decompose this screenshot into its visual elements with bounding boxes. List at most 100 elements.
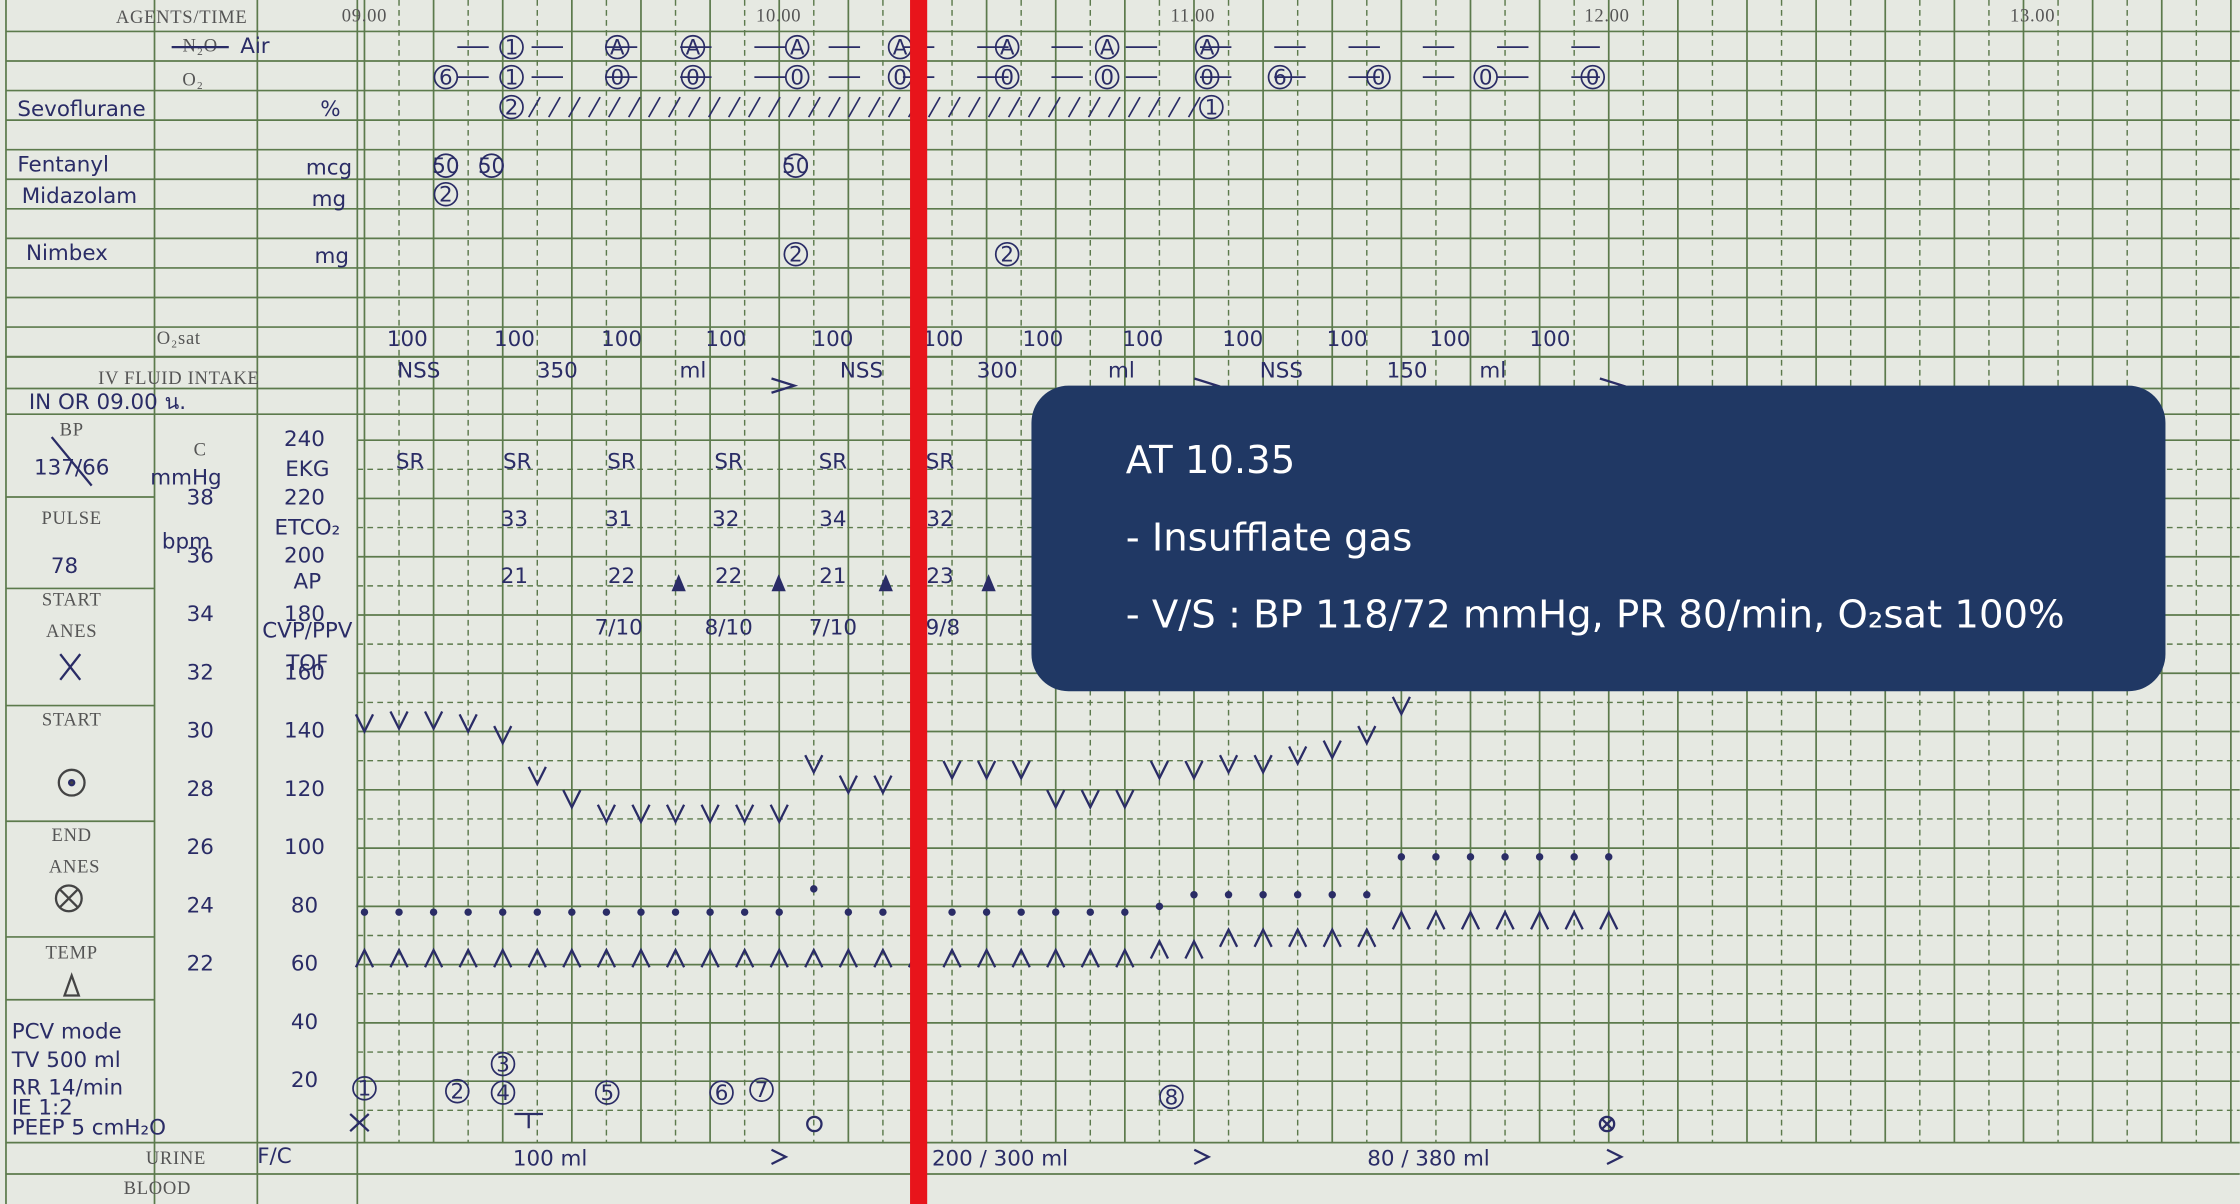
agent-entry: 1 [505, 66, 519, 91]
pulse-mark [1501, 853, 1508, 860]
agent-label: mg [312, 187, 346, 212]
bp-scale-label: 40 [291, 1010, 318, 1035]
o2sat-value: 100 [387, 327, 428, 352]
pulse-mark [1536, 853, 1543, 860]
ap-entry: 23 [926, 564, 953, 589]
pulse-mark [879, 908, 886, 915]
temp-scale-label: 32 [187, 660, 214, 685]
agent-entry: 1 [1205, 96, 1219, 121]
etco2-entry: 34 [819, 507, 846, 532]
monitor-label: AP [294, 570, 322, 595]
agent-entry: 2 [505, 96, 519, 121]
agent-entry: 50 [432, 154, 459, 179]
o2sat-value: 100 [494, 327, 535, 352]
pulse-mark [534, 908, 541, 915]
iv-entry: 150 [1387, 358, 1428, 383]
pulse-mark [810, 885, 817, 892]
pulse-mark [672, 908, 679, 915]
pulse-mark [776, 908, 783, 915]
pulse-mark [845, 908, 852, 915]
ekg-entry: SR [714, 450, 743, 475]
time-label: 11.00 [1171, 5, 1216, 26]
pulse-mark [1052, 908, 1059, 915]
iv-note: IN OR 09.00 น. [29, 390, 186, 415]
bp-scale-label: 200 [284, 544, 325, 569]
time-marker-line [910, 0, 927, 1204]
panel-label: PULSE [42, 508, 102, 529]
o2sat-value: 100 [601, 327, 642, 352]
pulse-mark [1087, 908, 1094, 915]
etco2-entry: 32 [926, 507, 953, 532]
header-title: AGENTS/TIME [116, 7, 248, 28]
panel-label: START [42, 710, 102, 731]
iv-entry: NSS [1260, 358, 1303, 383]
cvp-entry: 7/10 [595, 615, 643, 640]
monitor-label: TOF [285, 651, 328, 676]
agent-entry: 0 [790, 66, 804, 91]
panel-label: ANES [49, 857, 100, 878]
event-number: 5 [600, 1081, 614, 1106]
time-label: 13.00 [2010, 5, 2055, 26]
bp-scale-label: 20 [291, 1068, 318, 1093]
pulse-mark [1294, 891, 1301, 898]
temp-scale-label: 22 [187, 952, 214, 977]
pulse-mark [361, 908, 368, 915]
pulse-mark [1121, 908, 1128, 915]
pulse-initial: 78 [51, 554, 78, 579]
etco2-entry: 32 [712, 507, 739, 532]
anesthesia-record: 2402202001801601401201008060402038363432… [0, 0, 2240, 1204]
agent-entry: A [1100, 36, 1115, 61]
bp-scale-label: 60 [291, 952, 318, 977]
iv-label: IV FLUID INTAKE [98, 368, 259, 389]
pulse-mark [1225, 891, 1232, 898]
ap-entry: 21 [501, 564, 528, 589]
annotation-line: - V/S : BP 118/72 mmHg, PR 80/min, O₂sat… [1126, 592, 2065, 637]
agent-label: Midazolam [22, 184, 137, 209]
bp-scale-label: 140 [284, 719, 325, 744]
agent-entry: 2 [439, 183, 453, 208]
agent-label: O₂ [182, 70, 203, 91]
agent-entry: 2 [1000, 243, 1014, 268]
pulse-mark [1398, 853, 1405, 860]
temp-scale-label: 24 [187, 893, 214, 918]
iv-entry: ml [1108, 358, 1135, 383]
event-number: 2 [450, 1080, 464, 1105]
temp-scale-label: 30 [187, 719, 214, 744]
ekg-entry: SR [396, 450, 425, 475]
etco2-entry: 31 [605, 507, 632, 532]
event-number: 3 [496, 1052, 510, 1077]
event-number: 7 [755, 1078, 769, 1103]
pulse-mark [1156, 903, 1163, 910]
panel-label: END [52, 825, 92, 846]
o2sat-value: 100 [1529, 327, 1570, 352]
bp-scale-label: 240 [284, 427, 325, 452]
start-symbol-dot [69, 780, 74, 785]
iv-entry: NSS [397, 358, 440, 383]
o2sat-value: 100 [1022, 327, 1063, 352]
pulse-mark [1190, 891, 1197, 898]
agent-label: Fentanyl [17, 153, 109, 178]
time-label: 09.00 [342, 5, 387, 26]
unit-label: bpm [162, 530, 210, 555]
time-label: 12.00 [1584, 5, 1629, 26]
iv-entry: 300 [977, 358, 1018, 383]
agent-label: Air [240, 34, 270, 59]
urine-entry: 80 / 380 ml [1367, 1147, 1490, 1172]
pulse-mark [741, 908, 748, 915]
unit-label: mmHg [150, 465, 221, 490]
pulse-mark [948, 908, 955, 915]
pulse-mark [464, 908, 471, 915]
vent-setting: TV 500 ml [11, 1048, 121, 1073]
pulse-mark [603, 908, 610, 915]
agent-label: mcg [306, 156, 352, 181]
o2sat-value: 100 [1327, 327, 1368, 352]
monitor-label: ETCO₂ [274, 515, 340, 540]
o2sat-value: 100 [1429, 327, 1470, 352]
agent-label: Sevoflurane [17, 97, 145, 122]
pulse-mark [1017, 908, 1024, 915]
pulse-mark [1467, 853, 1474, 860]
pulse-mark [568, 908, 575, 915]
cvp-entry: 8/10 [705, 615, 753, 640]
temp-scale-label: 28 [187, 777, 214, 802]
o2sat-value: 100 [922, 327, 963, 352]
